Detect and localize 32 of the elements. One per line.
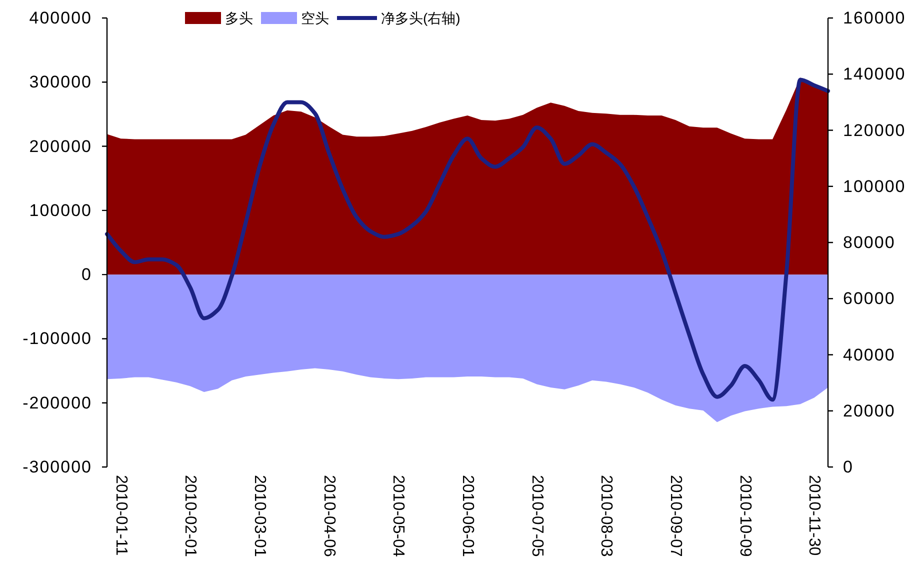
- y-tick-label: -100000: [22, 329, 92, 348]
- x-tick-label: 2010-09-07: [666, 475, 684, 557]
- x-tick-label: 2010-03-01: [251, 475, 268, 557]
- y2-tick-label: 40000: [843, 345, 896, 364]
- y2-tick-label: 60000: [843, 289, 896, 308]
- legend-label: 净多头(右轴): [381, 10, 460, 26]
- y-tick-label: 0: [82, 265, 92, 284]
- y2-tick-label: 80000: [843, 233, 896, 252]
- y-tick-label: 200000: [29, 136, 92, 156]
- x-tick-label: 2010-04-06: [320, 475, 338, 557]
- x-tick-label: 2010-06-01: [459, 475, 476, 557]
- x-tick-label: 2010-05-04: [390, 475, 407, 557]
- x-tick-label: 2010-01-11: [112, 475, 130, 556]
- y2-tick-label: 100000: [843, 176, 906, 196]
- y2-tick-label: 140000: [843, 64, 906, 84]
- y-tick-label: 400000: [29, 8, 92, 28]
- legend-label: 空头: [301, 10, 329, 26]
- y-tick-label: -300000: [22, 458, 92, 476]
- x-tick-label: 2010-08-03: [598, 475, 615, 557]
- x-tick-label: 2010-07-05: [528, 475, 546, 557]
- y-tick-label: 100000: [29, 200, 92, 220]
- line-series: [105, 78, 830, 402]
- y2-tick-label: 160000: [843, 8, 906, 28]
- x-tick-label: 2010-11-30: [806, 475, 823, 556]
- y2-tick-label: 120000: [843, 120, 906, 140]
- y-tick-label: -200000: [22, 393, 92, 412]
- y-tick-label: 300000: [29, 72, 92, 92]
- y2-tick-label: 20000: [843, 401, 896, 420]
- y2-tick-label: 0: [843, 458, 854, 476]
- x-tick-label: 2010-02-01: [182, 475, 199, 557]
- x-tick-label: 2010-10-09: [736, 475, 754, 557]
- legend-label: 多头: [225, 10, 253, 26]
